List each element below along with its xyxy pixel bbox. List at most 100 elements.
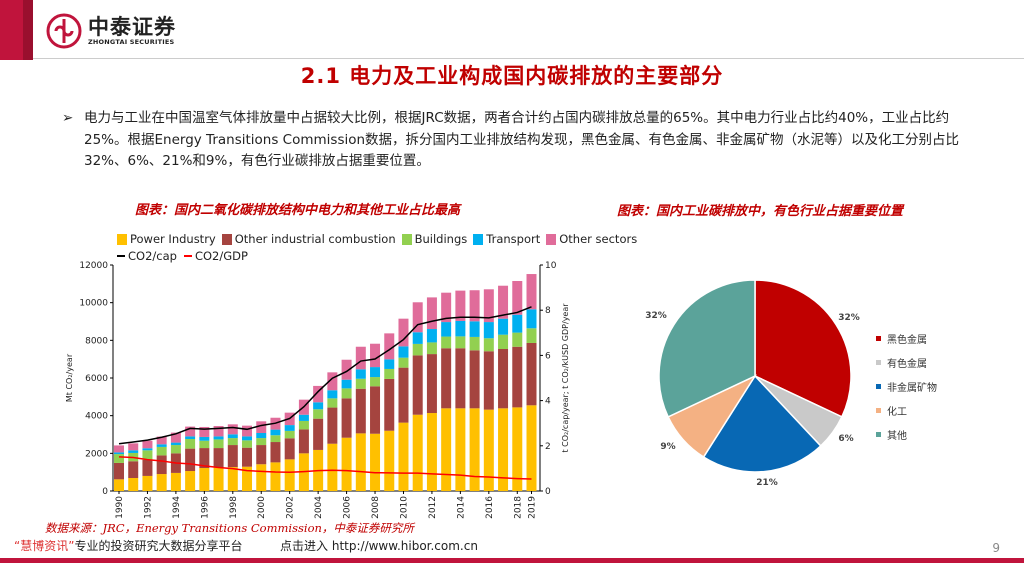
- quote: ”: [68, 539, 75, 553]
- bar-segment: [185, 471, 196, 491]
- legend-swatch: [876, 384, 881, 389]
- watermark-text: 专业的投资研究大数据分享平台: [74, 539, 243, 553]
- bar-segment: [213, 448, 224, 468]
- bar-segment: [341, 379, 352, 389]
- bar-segment: [483, 409, 494, 491]
- bar-segment: [483, 322, 494, 339]
- bar-segment: [298, 420, 309, 430]
- bar-segment: [384, 333, 395, 360]
- bar-segment: [512, 407, 523, 491]
- bar-segment: [384, 359, 395, 369]
- x-tick-label: 2012: [428, 496, 438, 519]
- legend-swatch: [876, 360, 881, 365]
- bar-segment: [185, 436, 196, 440]
- bullet-paragraph: ➢ 电力与工业在中国温室气体排放量中占据较大比例，根据JRC数据，两者合计约占国…: [62, 108, 982, 173]
- bar-segment: [355, 346, 366, 370]
- bar-segment: [242, 440, 253, 448]
- bar-segment: [469, 408, 480, 491]
- bar-segment: [284, 459, 295, 491]
- bar-segment: [441, 408, 452, 491]
- legend-label: 其他: [887, 431, 907, 442]
- y-tick-label: 2000: [85, 449, 108, 459]
- legend-label: 黑色金属: [887, 335, 927, 346]
- y2-axis-label: t CO₂/cap/year; t CO₂/kUSD GDP/year: [561, 303, 570, 453]
- bar-segment: [512, 332, 523, 347]
- bar-segment: [142, 459, 153, 476]
- bar-segment: [199, 448, 210, 469]
- bar-segment: [298, 414, 309, 421]
- brand-bar-dark: [23, 0, 33, 60]
- bar-segment: [313, 418, 324, 450]
- x-tick-label: 2002: [286, 496, 296, 519]
- bar-segment: [441, 336, 452, 349]
- bar-segment: [242, 425, 253, 437]
- bar-segment: [199, 436, 210, 441]
- bar-segment: [426, 413, 437, 491]
- bar-segment: [114, 454, 124, 463]
- bar-segment: [483, 351, 494, 410]
- watermark-line2[interactable]: 点击进入 http://www.hibor.com.cn: [280, 539, 478, 554]
- line-legend: CO2/cap CO2/GDP: [117, 249, 248, 263]
- bar-segment: [327, 398, 338, 408]
- bar-segment: [242, 447, 253, 467]
- bar-segment: [341, 437, 352, 491]
- bar-segment: [270, 435, 281, 443]
- bar-segment: [370, 343, 381, 368]
- bar-segment: [412, 302, 423, 333]
- legend-label: 非金属矿物: [887, 383, 937, 394]
- bar-segment: [213, 439, 224, 449]
- x-tick-label: 1990: [115, 496, 125, 519]
- arrow-right-icon: ➢: [62, 110, 74, 126]
- bar-segment: [355, 369, 366, 379]
- bar-segment: [213, 467, 224, 491]
- brand-bar: [0, 0, 23, 60]
- legend-swatch: [546, 233, 557, 245]
- bar-segment: [455, 320, 466, 337]
- pie-legend-item: 非金属矿物: [876, 379, 937, 394]
- bar-segment: [227, 438, 238, 446]
- pie-legend-item: 黑色金属: [876, 331, 927, 346]
- watermark-line1: “慧博资讯”专业的投资研究大数据分享平台: [14, 539, 242, 554]
- bar-segment: [512, 314, 523, 333]
- legend-swatch: [401, 233, 412, 245]
- bar-segment: [114, 479, 124, 491]
- y-tick-label: 6000: [85, 374, 108, 384]
- bar-segment: [227, 434, 238, 439]
- x-tick-label: 2000: [257, 496, 267, 519]
- bar-segment: [455, 290, 466, 321]
- bar-segment: [313, 385, 324, 403]
- bar-segment: [398, 346, 409, 358]
- bar-segment: [284, 438, 295, 460]
- bar-segment: [298, 429, 309, 454]
- bar-segment: [498, 285, 509, 319]
- bar-segment: [426, 297, 437, 330]
- bar-segment: [227, 445, 238, 468]
- bar-segment: [441, 348, 452, 409]
- bar-segment: [483, 338, 494, 352]
- watermark-link[interactable]: http://www.hibor.com.cn: [331, 539, 478, 553]
- bar-segment: [526, 274, 537, 310]
- bar-segment: [128, 443, 139, 451]
- x-tick-label: 1996: [200, 496, 210, 519]
- pie-slice: [702, 374, 822, 473]
- x-tick-label: 2018: [513, 496, 523, 519]
- bar-segment: [526, 342, 537, 406]
- pie-data-label: 32%: [838, 313, 860, 323]
- bar-segment: [370, 377, 381, 387]
- bar-segment: [156, 474, 167, 491]
- bar-segment: [213, 426, 224, 437]
- y-tick-label: 8000: [85, 336, 108, 346]
- x-tick-label: 2010: [399, 496, 409, 519]
- bar-segment: [156, 446, 167, 456]
- bar-segment: [142, 450, 153, 460]
- y-tick-label: 4000: [85, 412, 108, 422]
- bar-segment: [355, 378, 366, 389]
- pie-legend-item: 其他: [876, 427, 907, 442]
- bar-segment: [170, 472, 181, 491]
- bar-segment: [412, 355, 423, 415]
- legend-label: Other industrial combustion: [234, 232, 396, 246]
- legend-swatch: [221, 233, 232, 245]
- legend-swatch: [117, 233, 127, 245]
- bar-segment: [128, 478, 139, 491]
